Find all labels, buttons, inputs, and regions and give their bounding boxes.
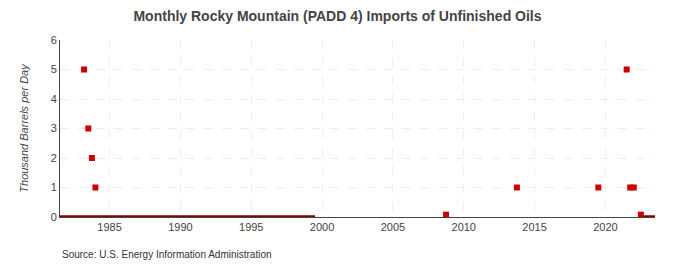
svg-text:0: 0 (51, 211, 57, 223)
svg-text:1985: 1985 (97, 221, 121, 233)
svg-text:3: 3 (51, 122, 57, 134)
svg-text:2015: 2015 (522, 221, 546, 233)
svg-text:Thousand Barrels per Day: Thousand Barrels per Day (18, 63, 30, 193)
svg-text:4: 4 (51, 93, 57, 105)
svg-text:2: 2 (51, 152, 57, 164)
svg-text:Source: U.S. Energy Informatio: Source: U.S. Energy Information Administ… (62, 249, 272, 260)
svg-text:2000: 2000 (310, 221, 334, 233)
svg-text:1995: 1995 (239, 221, 263, 233)
svg-text:2020: 2020 (593, 221, 617, 233)
svg-text:1: 1 (51, 181, 57, 193)
svg-text:Monthly Rocky Mountain (PADD 4: Monthly Rocky Mountain (PADD 4) Imports … (133, 8, 541, 24)
svg-text:1990: 1990 (168, 221, 192, 233)
svg-text:6: 6 (51, 34, 57, 46)
svg-text:5: 5 (51, 63, 57, 75)
svg-text:2010: 2010 (452, 221, 476, 233)
svg-text:2005: 2005 (381, 221, 405, 233)
